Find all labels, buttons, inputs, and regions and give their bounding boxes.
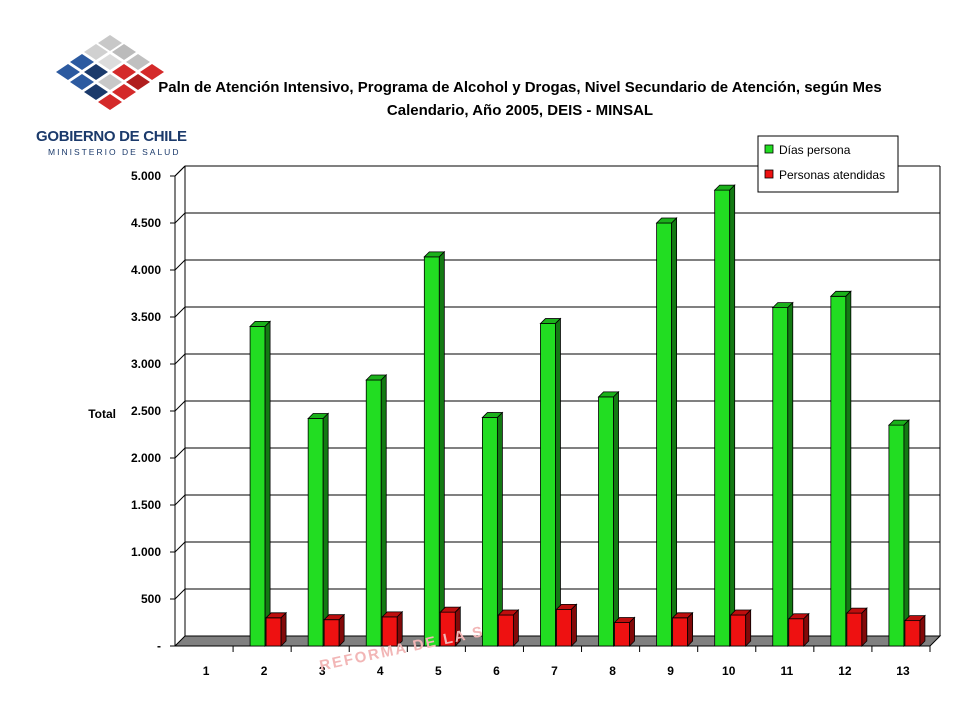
x-tick-label: 4 — [377, 664, 384, 678]
x-tick-label: 7 — [551, 664, 558, 678]
x-tick-label: 5 — [435, 664, 442, 678]
y-tick-label: 3.500 — [131, 310, 161, 324]
bar-dias-persona-3 — [307, 412, 330, 647]
legend-swatch — [764, 169, 774, 179]
x-tick-label: 12 — [838, 664, 852, 678]
x-tick-label: 13 — [896, 664, 910, 678]
chart-legend: Días persona Personas atendidas — [757, 135, 899, 193]
x-tick-label: 1 — [203, 664, 210, 678]
y-axis-label: Total — [88, 407, 116, 421]
y-axis-top-depth — [174, 165, 186, 177]
gridline-depth — [174, 494, 186, 506]
x-tick-label: 9 — [667, 664, 674, 678]
logo-title: GOBIERNO DE CHILE — [36, 128, 187, 145]
bar-personas-atendidas-6 — [497, 609, 520, 647]
legend-box — [757, 135, 899, 193]
gridline-depth — [174, 400, 186, 412]
y-tick-label: 1.000 — [131, 545, 161, 559]
bar-dias-persona-11 — [771, 301, 794, 647]
bar-dias-persona-2 — [249, 320, 272, 647]
bar-personas-atendidas-10 — [729, 609, 752, 647]
y-tick-label: - — [157, 639, 161, 653]
y-tick-label: 2.000 — [131, 451, 161, 465]
bar-personas-atendidas-9 — [671, 611, 694, 647]
bar-personas-atendidas-3 — [323, 613, 346, 647]
y-tick-label: 4.500 — [131, 216, 161, 230]
gobierno-de-chile-logo — [56, 35, 164, 110]
y-tick-label: 1.500 — [131, 498, 161, 512]
gridline-depth — [174, 447, 186, 459]
x-tick-label: 3 — [319, 664, 326, 678]
gridline-depth — [174, 306, 186, 318]
x-tick-label: 6 — [493, 664, 500, 678]
y-tick-label: 2.500 — [131, 404, 161, 418]
gridline-depth — [174, 588, 186, 600]
bar-dias-persona-10 — [713, 184, 736, 647]
chart-title-line-1: Paln de Atención Intensivo, Programa de … — [158, 79, 882, 96]
gridline-depth — [174, 212, 186, 224]
y-tick-label: 5.000 — [131, 169, 161, 183]
bar-dias-persona-9 — [655, 217, 678, 647]
bar-dias-persona-4 — [365, 374, 388, 647]
bar-dias-persona-12 — [829, 290, 852, 647]
x-tick-label: 11 — [780, 664, 793, 678]
bar-dias-persona-6 — [481, 411, 504, 647]
legend-label: Personas atendidas — [779, 168, 885, 182]
gridline-depth — [174, 541, 186, 553]
bar-personas-atendidas-7 — [555, 603, 578, 647]
chart-bars — [249, 184, 926, 647]
bar-personas-atendidas-12 — [845, 607, 868, 647]
logo-diamonds — [56, 35, 164, 110]
bar-personas-atendidas-2 — [265, 611, 288, 647]
x-tick-label: 8 — [609, 664, 616, 678]
gridline-depth — [174, 353, 186, 365]
y-tick-label: 4.000 — [131, 263, 161, 277]
legend-label: Días persona — [779, 143, 851, 157]
bar-dias-persona-8 — [597, 390, 620, 647]
bar-personas-atendidas-13 — [903, 614, 926, 647]
bar-personas-atendidas-5 — [439, 606, 462, 647]
x-tick-label: 2 — [261, 664, 268, 678]
logo-subtitle: MINISTERIO DE SALUD — [48, 147, 181, 157]
chart-title-line-2: Calendario, Año 2005, DEIS - MINSAL — [386, 102, 654, 119]
bar-dias-persona-13 — [887, 419, 910, 647]
chart-title: Paln de Atención Intensivo, Programa de … — [150, 76, 890, 122]
bar-personas-atendidas-8 — [613, 616, 636, 647]
bar-personas-atendidas-4 — [381, 610, 404, 647]
y-tick-label: 3.000 — [131, 357, 161, 371]
bar-dias-persona-7 — [539, 317, 562, 647]
x-tick-label: 10 — [722, 664, 736, 678]
chart-tick-labels: - 500 1.000 1.500 2.000 2.500 3.000 3.500 4.000 4… — [88, 169, 910, 678]
bar-personas-atendidas-11 — [787, 612, 810, 647]
y-tick-label: 500 — [141, 592, 161, 606]
gridline-depth — [174, 259, 186, 271]
legend-swatch — [764, 144, 774, 154]
bar-dias-persona-5 — [423, 250, 446, 647]
